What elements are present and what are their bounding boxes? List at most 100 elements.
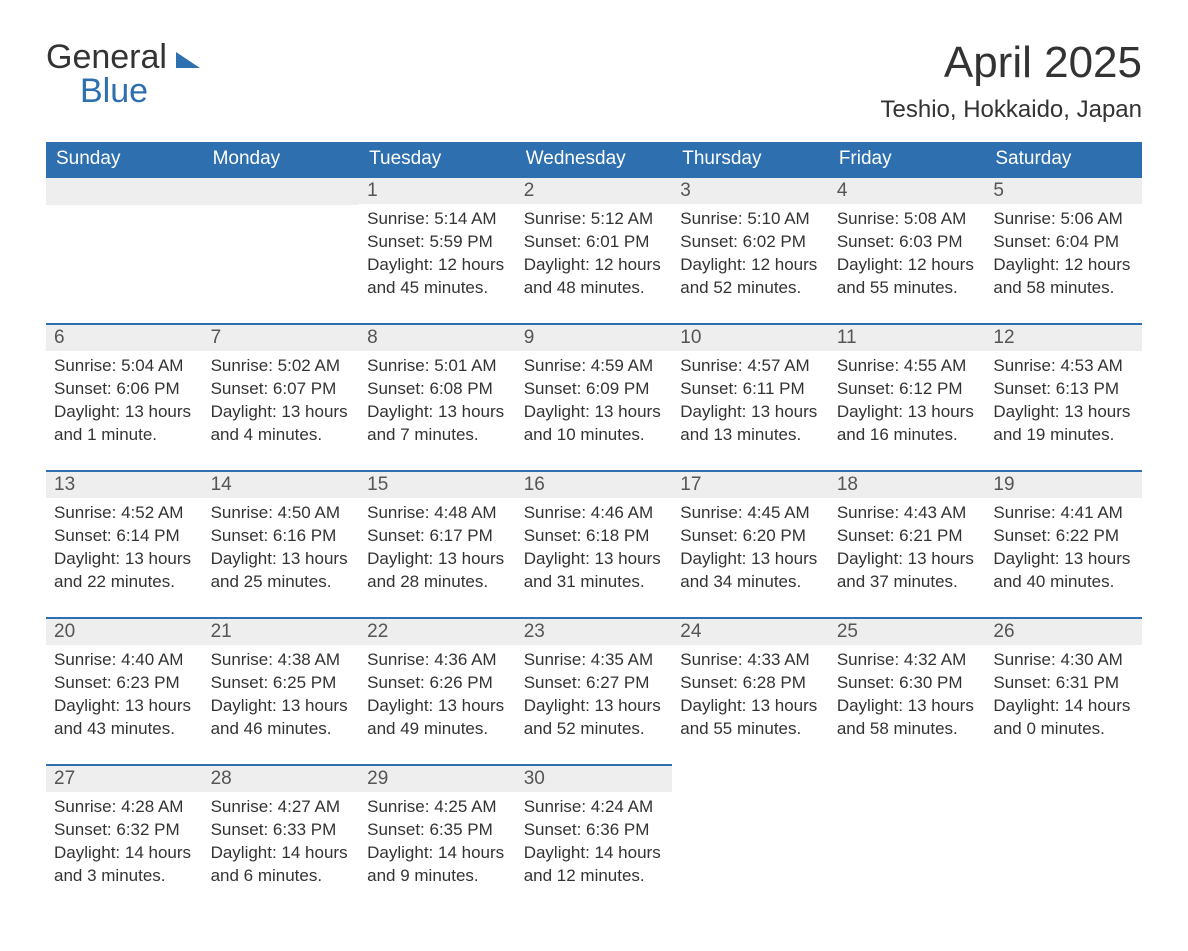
day-number: 22 bbox=[359, 617, 516, 645]
calendar-header-row: SundayMondayTuesdayWednesdayThursdayFrid… bbox=[46, 142, 1142, 176]
calendar-week-row: 27Sunrise: 4:28 AMSunset: 6:32 PMDayligh… bbox=[46, 764, 1142, 911]
sunrise-text: Sunrise: 5:14 AM bbox=[367, 208, 508, 231]
calendar-day-cell: 11Sunrise: 4:55 AMSunset: 6:12 PMDayligh… bbox=[829, 323, 986, 470]
day-number: 2 bbox=[516, 176, 673, 204]
weekday-header: Wednesday bbox=[516, 142, 673, 176]
day-number: 18 bbox=[829, 470, 986, 498]
calendar-day-cell: 14Sunrise: 4:50 AMSunset: 6:16 PMDayligh… bbox=[203, 470, 360, 617]
sunset-text: Sunset: 6:01 PM bbox=[524, 231, 665, 254]
day-details: Sunrise: 4:38 AMSunset: 6:25 PMDaylight:… bbox=[203, 645, 360, 749]
sunset-text: Sunset: 6:12 PM bbox=[837, 378, 978, 401]
brand-line1: General bbox=[46, 38, 167, 76]
calendar-body: 1Sunrise: 5:14 AMSunset: 5:59 PMDaylight… bbox=[46, 176, 1142, 911]
calendar-empty-cell bbox=[203, 176, 360, 323]
day-details: Sunrise: 4:33 AMSunset: 6:28 PMDaylight:… bbox=[672, 645, 829, 749]
daylight-text: Daylight: 13 hours and 31 minutes. bbox=[524, 548, 665, 594]
sunrise-text: Sunrise: 4:48 AM bbox=[367, 502, 508, 525]
day-number: 27 bbox=[46, 764, 203, 792]
sunset-text: Sunset: 6:04 PM bbox=[993, 231, 1134, 254]
day-number: 16 bbox=[516, 470, 673, 498]
calendar-day-cell: 29Sunrise: 4:25 AMSunset: 6:35 PMDayligh… bbox=[359, 764, 516, 911]
weekday-header: Monday bbox=[203, 142, 360, 176]
day-number: 30 bbox=[516, 764, 673, 792]
daylight-text: Daylight: 13 hours and 37 minutes. bbox=[837, 548, 978, 594]
sunrise-text: Sunrise: 4:30 AM bbox=[993, 649, 1134, 672]
calendar-empty-cell bbox=[46, 176, 203, 323]
day-details: Sunrise: 5:14 AMSunset: 5:59 PMDaylight:… bbox=[359, 204, 516, 308]
sunset-text: Sunset: 6:35 PM bbox=[367, 819, 508, 842]
sunrise-text: Sunrise: 4:32 AM bbox=[837, 649, 978, 672]
day-details: Sunrise: 4:28 AMSunset: 6:32 PMDaylight:… bbox=[46, 792, 203, 896]
daylight-text: Daylight: 12 hours and 45 minutes. bbox=[367, 254, 508, 300]
calendar-day-cell: 30Sunrise: 4:24 AMSunset: 6:36 PMDayligh… bbox=[516, 764, 673, 911]
calendar-empty-cell bbox=[829, 764, 986, 911]
day-number: 21 bbox=[203, 617, 360, 645]
calendar-day-cell: 12Sunrise: 4:53 AMSunset: 6:13 PMDayligh… bbox=[985, 323, 1142, 470]
sunset-text: Sunset: 6:30 PM bbox=[837, 672, 978, 695]
month-title: April 2025 bbox=[881, 40, 1143, 86]
daylight-text: Daylight: 14 hours and 9 minutes. bbox=[367, 842, 508, 888]
daylight-text: Daylight: 14 hours and 0 minutes. bbox=[993, 695, 1134, 741]
sunrise-text: Sunrise: 4:55 AM bbox=[837, 355, 978, 378]
calendar-day-cell: 2Sunrise: 5:12 AMSunset: 6:01 PMDaylight… bbox=[516, 176, 673, 323]
calendar-day-cell: 16Sunrise: 4:46 AMSunset: 6:18 PMDayligh… bbox=[516, 470, 673, 617]
calendar-day-cell: 3Sunrise: 5:10 AMSunset: 6:02 PMDaylight… bbox=[672, 176, 829, 323]
day-details: Sunrise: 4:59 AMSunset: 6:09 PMDaylight:… bbox=[516, 351, 673, 455]
calendar-day-cell: 27Sunrise: 4:28 AMSunset: 6:32 PMDayligh… bbox=[46, 764, 203, 911]
day-number: 20 bbox=[46, 617, 203, 645]
sunset-text: Sunset: 6:28 PM bbox=[680, 672, 821, 695]
calendar-day-cell: 10Sunrise: 4:57 AMSunset: 6:11 PMDayligh… bbox=[672, 323, 829, 470]
day-number: 29 bbox=[359, 764, 516, 792]
day-details: Sunrise: 4:27 AMSunset: 6:33 PMDaylight:… bbox=[203, 792, 360, 896]
calendar-day-cell: 4Sunrise: 5:08 AMSunset: 6:03 PMDaylight… bbox=[829, 176, 986, 323]
location-subtitle: Teshio, Hokkaido, Japan bbox=[881, 96, 1143, 124]
day-number: 7 bbox=[203, 323, 360, 351]
calendar-day-cell: 26Sunrise: 4:30 AMSunset: 6:31 PMDayligh… bbox=[985, 617, 1142, 764]
calendar-week-row: 13Sunrise: 4:52 AMSunset: 6:14 PMDayligh… bbox=[46, 470, 1142, 617]
day-number: 19 bbox=[985, 470, 1142, 498]
calendar-day-cell: 15Sunrise: 4:48 AMSunset: 6:17 PMDayligh… bbox=[359, 470, 516, 617]
daylight-text: Daylight: 14 hours and 3 minutes. bbox=[54, 842, 195, 888]
day-number: 6 bbox=[46, 323, 203, 351]
sunset-text: Sunset: 6:33 PM bbox=[211, 819, 352, 842]
sunrise-text: Sunrise: 5:02 AM bbox=[211, 355, 352, 378]
sunrise-text: Sunrise: 5:08 AM bbox=[837, 208, 978, 231]
daylight-text: Daylight: 13 hours and 19 minutes. bbox=[993, 401, 1134, 447]
day-details: Sunrise: 4:50 AMSunset: 6:16 PMDaylight:… bbox=[203, 498, 360, 602]
sunrise-text: Sunrise: 5:06 AM bbox=[993, 208, 1134, 231]
sunset-text: Sunset: 6:21 PM bbox=[837, 525, 978, 548]
empty-day-bar bbox=[203, 176, 360, 205]
sunset-text: Sunset: 6:27 PM bbox=[524, 672, 665, 695]
weekday-header: Sunday bbox=[46, 142, 203, 176]
weekday-header: Friday bbox=[829, 142, 986, 176]
sunrise-text: Sunrise: 4:40 AM bbox=[54, 649, 195, 672]
sunrise-text: Sunrise: 4:57 AM bbox=[680, 355, 821, 378]
daylight-text: Daylight: 12 hours and 58 minutes. bbox=[993, 254, 1134, 300]
sunset-text: Sunset: 6:07 PM bbox=[211, 378, 352, 401]
day-details: Sunrise: 4:57 AMSunset: 6:11 PMDaylight:… bbox=[672, 351, 829, 455]
daylight-text: Daylight: 13 hours and 10 minutes. bbox=[524, 401, 665, 447]
weekday-header: Tuesday bbox=[359, 142, 516, 176]
empty-day-bar bbox=[46, 176, 203, 205]
day-details: Sunrise: 4:53 AMSunset: 6:13 PMDaylight:… bbox=[985, 351, 1142, 455]
calendar-empty-cell bbox=[985, 764, 1142, 911]
day-number: 24 bbox=[672, 617, 829, 645]
daylight-text: Daylight: 13 hours and 49 minutes. bbox=[367, 695, 508, 741]
daylight-text: Daylight: 13 hours and 7 minutes. bbox=[367, 401, 508, 447]
sunrise-text: Sunrise: 5:04 AM bbox=[54, 355, 195, 378]
calendar-day-cell: 9Sunrise: 4:59 AMSunset: 6:09 PMDaylight… bbox=[516, 323, 673, 470]
day-details: Sunrise: 5:10 AMSunset: 6:02 PMDaylight:… bbox=[672, 204, 829, 308]
day-details: Sunrise: 4:40 AMSunset: 6:23 PMDaylight:… bbox=[46, 645, 203, 749]
sunrise-text: Sunrise: 4:41 AM bbox=[993, 502, 1134, 525]
sunset-text: Sunset: 6:09 PM bbox=[524, 378, 665, 401]
brand-logo: General Blue bbox=[46, 40, 200, 108]
sunrise-text: Sunrise: 5:01 AM bbox=[367, 355, 508, 378]
sunrise-text: Sunrise: 4:45 AM bbox=[680, 502, 821, 525]
day-number: 9 bbox=[516, 323, 673, 351]
daylight-text: Daylight: 13 hours and 16 minutes. bbox=[837, 401, 978, 447]
daylight-text: Daylight: 14 hours and 6 minutes. bbox=[211, 842, 352, 888]
calendar-day-cell: 19Sunrise: 4:41 AMSunset: 6:22 PMDayligh… bbox=[985, 470, 1142, 617]
calendar-day-cell: 24Sunrise: 4:33 AMSunset: 6:28 PMDayligh… bbox=[672, 617, 829, 764]
calendar-week-row: 1Sunrise: 5:14 AMSunset: 5:59 PMDaylight… bbox=[46, 176, 1142, 323]
sunrise-text: Sunrise: 4:52 AM bbox=[54, 502, 195, 525]
